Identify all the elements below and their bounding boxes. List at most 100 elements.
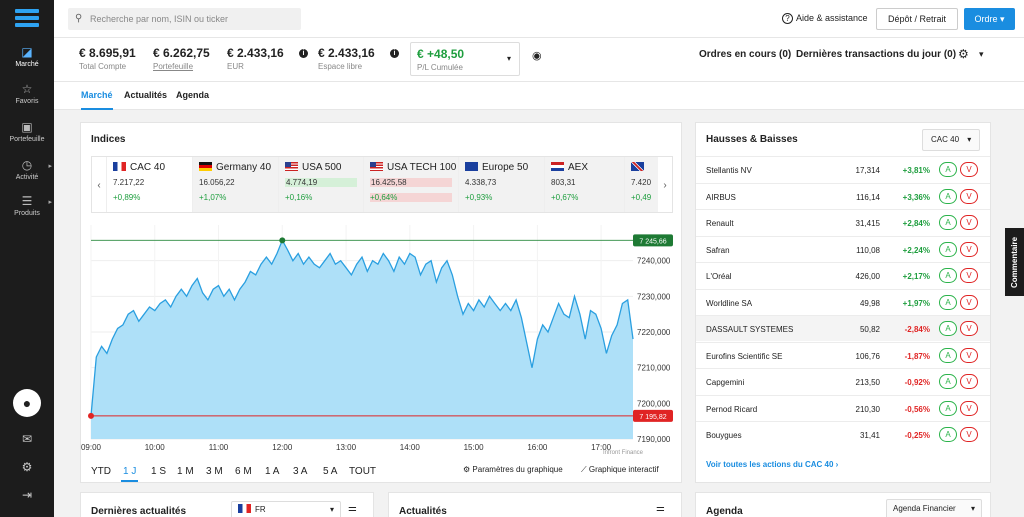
pl-dropdown[interactable]: € +48,50 P/L Cumulée ▾ [410, 42, 520, 76]
stock-change: -2,84% [904, 325, 930, 334]
stock-price: 110,08 [856, 245, 880, 255]
movers-row[interactable]: Capgemini 213,50 -0,92% A V [696, 368, 990, 394]
help-link[interactable]: ? Aide & assistance [782, 13, 868, 24]
movers-row[interactable]: DASSAULT SYSTEMES 50,82 -2,84% A V [696, 315, 990, 341]
buy-button[interactable]: A [939, 400, 957, 416]
buy-button[interactable]: A [939, 215, 957, 230]
buy-button[interactable]: A [939, 374, 957, 389]
buy-button[interactable]: A [939, 294, 957, 310]
agenda-card: Agenda Agenda Financier ▾ [695, 492, 991, 517]
sidebar-item-portefeuille[interactable]: ▣ Portefeuille [0, 120, 54, 143]
top-bar: ⚲ Recherche par nom, ISIN ou ticker ? Aid… [54, 0, 1024, 38]
movers-row[interactable]: AIRBUS 116,14 +3,36% A V [696, 182, 990, 209]
period-1a[interactable]: 1 A [265, 466, 280, 477]
buy-button[interactable]: A [939, 268, 957, 283]
mail-icon[interactable]: ✉ [21, 432, 33, 446]
chevron-left-icon[interactable]: ‹ [92, 157, 106, 212]
price-line [90, 238, 634, 416]
index-tile[interactable]: Germany 40 16.056,22 +1,07% [192, 157, 278, 212]
settings-icon[interactable]: ⚙ [21, 460, 33, 474]
index-change: +0,64% [370, 193, 452, 202]
period-5a[interactable]: 5 A [323, 466, 338, 477]
logo[interactable] [15, 9, 39, 27]
last-transactions-link[interactable]: Dernières transactions du jour (0) [796, 49, 957, 60]
chart-settings-button[interactable]: ⚙ Paramètres du graphique [463, 465, 563, 474]
movers-row[interactable]: Worldline SA 49,98 +1,97% A V [696, 288, 990, 315]
period-1m[interactable]: 1 M [177, 466, 194, 477]
sidebar-item-march[interactable]: ◪ Marché [0, 45, 54, 68]
agenda-select[interactable]: Agenda Financier ▾ [886, 499, 982, 517]
movers-row[interactable]: Stellantis NV 17,314 +3,81% A V [696, 156, 990, 182]
filter-icon[interactable]: ⚌ [656, 503, 665, 514]
user-avatar[interactable]: ● [13, 389, 41, 417]
deposit-withdraw-button[interactable]: Dépôt / Retrait [876, 8, 958, 30]
info-icon[interactable]: i [390, 49, 399, 58]
period-3a[interactable]: 3 A [293, 466, 308, 477]
order-button[interactable]: Ordre ▾ [964, 8, 1015, 30]
period-ytd[interactable]: YTD [91, 466, 111, 477]
period-tout[interactable]: TOUT [349, 466, 377, 477]
index-change: +1,07% [199, 193, 227, 202]
open-orders-link[interactable]: Ordres en cours (0) [699, 49, 792, 60]
sidebar-item-favoris[interactable]: ☆ Favoris [0, 82, 54, 105]
buy-button[interactable]: A [939, 427, 957, 442]
sell-button[interactable]: V [960, 321, 978, 336]
buy-button[interactable]: A [939, 162, 957, 177]
chevron-right-icon[interactable]: › [658, 157, 672, 212]
stock-change: +2,17% [902, 272, 930, 281]
period-6m[interactable]: 6 M [235, 466, 252, 477]
index-select[interactable]: CAC 40 ▾ [922, 129, 980, 151]
tab-agenda[interactable]: Agenda [176, 90, 210, 100]
buy-button[interactable]: A [939, 347, 957, 363]
search-placeholder: Recherche par nom, ISIN ou ticker [90, 14, 229, 24]
kpi-pl-label: P/L Cumulée [417, 63, 463, 72]
movers-row[interactable]: Renault 31,415 +2,84% A V [696, 209, 990, 235]
intraday-chart[interactable]: 7240,000 7230,000 7220,000 7210,000 7200,000… [81, 219, 681, 469]
movers-row[interactable]: Safran 110,08 +2,24% A V [696, 235, 990, 262]
buy-button[interactable]: A [939, 321, 957, 336]
period-1j[interactable]: 1 J [120, 466, 139, 482]
index-tile[interactable]: USA 500 4.774,19 +0,16% [278, 157, 363, 212]
sell-button[interactable]: V [960, 268, 978, 283]
sell-button[interactable]: V [960, 241, 978, 257]
tab-actualites[interactable]: Actualités [124, 90, 168, 100]
movers-row[interactable]: Pernod Ricard 210,30 -0,56% A V [696, 394, 990, 421]
buy-button[interactable]: A [939, 241, 957, 257]
comment-tab[interactable]: Commentaire [1005, 228, 1024, 296]
sell-button[interactable]: V [960, 188, 978, 204]
period-1s[interactable]: 1 S [151, 466, 167, 477]
sell-button[interactable]: V [960, 347, 978, 363]
tab-marche[interactable]: Marché [81, 90, 113, 110]
filter-icon[interactable]: ⚌ [348, 503, 357, 514]
sidebar-item-produits[interactable]: ☰ Produits ▸ [0, 194, 54, 217]
eye-icon[interactable]: ◉ [532, 50, 542, 62]
sell-button[interactable]: V [960, 215, 978, 230]
kpi-portfolio-label[interactable]: Portefeuille [153, 62, 194, 71]
sell-button[interactable]: V [960, 294, 978, 310]
info-icon[interactable]: i [299, 49, 308, 58]
index-tile[interactable]: AEX 803,31 +0,67% [544, 157, 624, 212]
movers-row[interactable]: L'Oréal 426,00 +2,17% A V [696, 262, 990, 288]
search-input[interactable]: ⚲ Recherche par nom, ISIN ou ticker [68, 8, 301, 30]
index-name: USA 500 [285, 162, 357, 173]
chevron-down-icon[interactable]: ▾ [979, 49, 984, 59]
kpi-portfolio[interactable]: € 6.262,75 Portefeuille [153, 46, 210, 71]
sell-button[interactable]: V [960, 374, 978, 389]
sidebar: ◪ Marché ☆ Favoris ▣ Portefeuille ◷ Activité ▸ ☰ P… [0, 0, 54, 517]
movers-row[interactable]: Bouygues 31,41 -0,25% A V [696, 421, 990, 447]
index-tile[interactable]: USA TECH 100 16.425,58 +0,64% [363, 157, 458, 212]
movers-row[interactable]: Eurofins Scientific SE 106,76 -1,87% A V [696, 341, 990, 368]
index-tile[interactable]: CAC 40 7.217,22 +0,89% [106, 157, 192, 212]
sidebar-item-activit[interactable]: ◷ Activité ▸ [0, 158, 54, 181]
gear-icon[interactable]: ⚙ [958, 47, 969, 61]
index-tile[interactable]: Europe 50 4.338,73 +0,93% [458, 157, 544, 212]
buy-button[interactable]: A [939, 188, 957, 204]
sell-button[interactable]: V [960, 427, 978, 442]
news-lang-select[interactable]: FR ▾ [231, 501, 341, 517]
sell-button[interactable]: V [960, 400, 978, 416]
logout-icon[interactable]: ⇥ [21, 488, 33, 502]
interactive-chart-button[interactable]: ⟋ Graphique interactif [581, 465, 659, 475]
sell-button[interactable]: V [960, 162, 978, 177]
see-all-link[interactable]: Voir toutes les actions du CAC 40 › [706, 460, 838, 469]
period-3m[interactable]: 3 M [206, 466, 223, 477]
